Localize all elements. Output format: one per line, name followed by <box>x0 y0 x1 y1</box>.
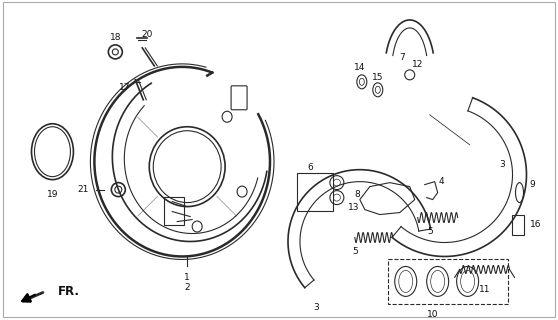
Text: 2: 2 <box>184 283 190 292</box>
Text: 4: 4 <box>439 177 445 186</box>
Text: 20: 20 <box>142 30 153 39</box>
Bar <box>297 173 333 211</box>
Text: 17: 17 <box>119 83 131 92</box>
Bar <box>512 215 523 235</box>
Bar <box>164 196 184 225</box>
Text: 3: 3 <box>313 303 319 312</box>
Text: 9: 9 <box>530 180 535 189</box>
Text: 11: 11 <box>479 285 490 294</box>
Text: 14: 14 <box>354 63 365 72</box>
Text: 13: 13 <box>348 203 360 212</box>
Text: 15: 15 <box>372 73 383 82</box>
Text: 5: 5 <box>352 247 358 256</box>
Bar <box>388 260 508 304</box>
Text: 21: 21 <box>77 185 88 194</box>
Text: FR.: FR. <box>57 285 79 298</box>
Text: 5: 5 <box>427 227 432 236</box>
Text: 10: 10 <box>427 310 439 319</box>
Text: 16: 16 <box>530 220 541 229</box>
Text: 1: 1 <box>184 273 190 282</box>
Text: 19: 19 <box>47 190 58 199</box>
Text: 6: 6 <box>307 163 313 172</box>
Text: 7: 7 <box>399 53 405 62</box>
Text: 12: 12 <box>412 60 424 69</box>
Text: 8: 8 <box>354 190 360 199</box>
Text: 18: 18 <box>109 33 121 43</box>
Text: 3: 3 <box>499 160 506 169</box>
